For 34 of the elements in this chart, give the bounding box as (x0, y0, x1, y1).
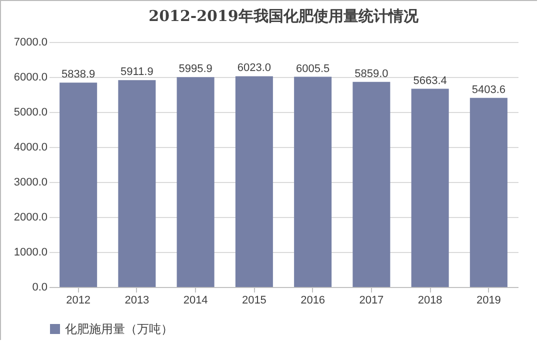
x-tick-label: 2017 (359, 294, 384, 306)
x-tick-label: 2013 (124, 294, 150, 306)
data-label: 6005.5 (296, 62, 330, 75)
y-tick-label: 2000.0 (14, 212, 48, 224)
bar (176, 77, 214, 287)
data-label: 6023.0 (237, 62, 272, 74)
data-label: 5995.9 (178, 63, 212, 76)
y-tick-label: 1000.0 (14, 246, 48, 258)
data-label: 5838.9 (61, 68, 96, 81)
bar (60, 82, 98, 287)
legend-label: 化肥施用量（万吨） (65, 322, 173, 336)
y-tick-label: 0.0 (32, 282, 48, 294)
data-label: 5911.9 (120, 66, 154, 78)
bar (411, 88, 449, 287)
y-tick-label: 5000.0 (14, 106, 48, 118)
y-tick-label: 3000.0 (14, 176, 48, 188)
x-tick-label: 2018 (418, 294, 442, 306)
bar (294, 76, 332, 287)
bar (470, 98, 508, 287)
x-tick-label: 2019 (476, 294, 501, 306)
bar (235, 76, 273, 287)
x-tick-label: 2012 (66, 294, 91, 306)
y-tick-label: 4000.0 (14, 142, 48, 154)
y-tick-label: 6000.0 (14, 72, 48, 84)
x-tick-label: 2016 (300, 294, 326, 306)
chart-title: 2012-2019年我国化肥使用量统计情况 (148, 7, 420, 25)
bar (118, 80, 156, 287)
bar (352, 82, 390, 287)
y-tick-label: 7000.0 (14, 36, 48, 48)
x-tick-label: 2015 (242, 294, 266, 306)
data-label: 5663.4 (413, 74, 447, 87)
x-tick-label: 2014 (183, 294, 208, 306)
data-label: 5859.0 (354, 68, 388, 80)
data-label: 5403.6 (472, 84, 506, 96)
